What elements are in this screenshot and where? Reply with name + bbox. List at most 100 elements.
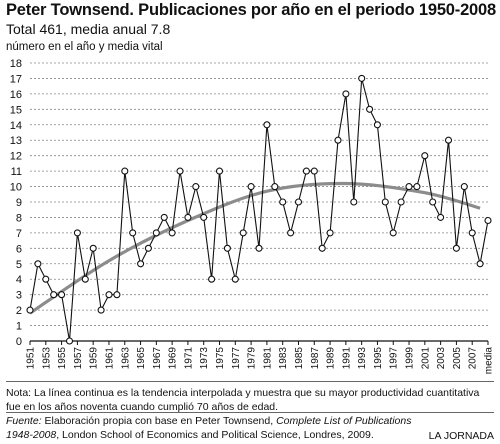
data-point xyxy=(239,229,247,237)
source-part-1: Elaboración propia con base en Peter Tow… xyxy=(41,415,277,427)
data-point xyxy=(468,229,476,237)
data-point xyxy=(310,167,318,175)
x-tick-label: 1965 xyxy=(136,347,147,370)
x-tick-label: 1951 xyxy=(26,347,37,370)
data-point xyxy=(334,136,342,144)
data-point xyxy=(437,213,445,221)
data-point xyxy=(208,275,216,283)
data-point xyxy=(34,260,42,268)
data-point xyxy=(271,183,279,191)
x-tick-label: 1969 xyxy=(168,347,179,370)
y-tick-label: 3 xyxy=(16,290,22,302)
data-point xyxy=(476,260,484,268)
x-tick-label: 2001 xyxy=(420,347,431,370)
data-point xyxy=(137,260,145,268)
data-point xyxy=(58,291,66,299)
divider-bottom xyxy=(6,412,494,413)
trend-line xyxy=(29,181,481,315)
data-points xyxy=(26,74,492,345)
x-tick-label: 1987 xyxy=(310,347,321,370)
data-point xyxy=(129,229,137,237)
data-point xyxy=(121,167,129,175)
data-point xyxy=(113,291,121,299)
data-point xyxy=(358,74,366,82)
data-point xyxy=(263,121,271,129)
source-reference-2: 1948-2008 xyxy=(6,428,57,441)
y-tick-label: 8 xyxy=(16,212,22,224)
data-point xyxy=(294,198,303,206)
x-tick-label: 1967 xyxy=(152,347,163,370)
data-point xyxy=(452,244,460,252)
x-tick-label: 1985 xyxy=(294,347,305,370)
chart-title: Peter Townsend. Publicaciones por año en… xyxy=(6,1,496,19)
x-tick-label: 1959 xyxy=(89,347,100,370)
data-point xyxy=(350,198,358,206)
x-tick-label: 2007 xyxy=(468,347,479,370)
line-chart: número en el año y media vital 012345678… xyxy=(6,41,495,375)
data-point xyxy=(184,213,192,221)
x-tick-label: 1961 xyxy=(104,347,115,370)
y-tick-label: 14 xyxy=(10,120,22,132)
x-tick-label: 1979 xyxy=(247,347,258,370)
data-point xyxy=(223,244,231,252)
y-tick-label: 16 xyxy=(10,89,22,101)
x-tick-label: 1997 xyxy=(389,347,400,370)
series-line xyxy=(29,77,489,342)
data-point xyxy=(42,275,50,283)
y-tick-label: 18 xyxy=(10,58,22,70)
divider-top xyxy=(6,381,494,382)
x-tick-label: 1973 xyxy=(199,347,210,370)
x-tick-label: 1989 xyxy=(326,347,337,370)
data-point xyxy=(326,229,334,237)
data-point xyxy=(421,152,429,160)
x-tick-label: 1955 xyxy=(57,347,68,370)
data-point xyxy=(287,229,295,237)
data-point xyxy=(231,275,239,283)
y-tick-label: 2 xyxy=(16,305,22,317)
source-label: Fuente: xyxy=(6,415,42,427)
x-tick-label: 2005 xyxy=(452,347,463,370)
x-tick-label: 1999 xyxy=(405,347,416,370)
x-tick-label: 1977 xyxy=(231,347,242,370)
x-tick-label: 1957 xyxy=(73,347,84,370)
data-point xyxy=(397,198,405,206)
x-tick-label: 1963 xyxy=(120,347,131,370)
data-point xyxy=(73,229,81,237)
y-tick-label: 10 xyxy=(10,182,22,194)
source-text: Fuente: Elaboración propia con base en P… xyxy=(6,415,426,442)
data-point xyxy=(405,183,413,191)
y-tick-label: 12 xyxy=(10,151,22,163)
data-point xyxy=(373,121,381,129)
x-tick-label: 1991 xyxy=(341,347,352,370)
y-tick-label: 7 xyxy=(16,228,22,240)
x-tick-label: 1953 xyxy=(41,347,52,370)
data-point xyxy=(105,291,113,299)
x-tick-label: 2003 xyxy=(436,347,447,370)
data-point xyxy=(484,216,492,225)
data-point xyxy=(152,229,160,237)
y-tick-label: 15 xyxy=(10,104,22,116)
x-tick-label: media xyxy=(484,347,495,375)
source-reference-1: Complete List of Publications xyxy=(276,415,412,427)
data-point xyxy=(160,213,168,221)
y-tick-label: 13 xyxy=(10,135,22,147)
x-tick-label: 1993 xyxy=(357,347,368,370)
data-point xyxy=(89,244,97,252)
data-point xyxy=(255,244,263,252)
y-tick-label: 5 xyxy=(16,259,22,271)
data-point xyxy=(26,306,34,314)
x-tick-label: 1975 xyxy=(215,347,226,370)
data-point xyxy=(429,198,437,206)
data-point xyxy=(81,275,89,283)
x-tick-label: 1995 xyxy=(373,347,384,370)
publisher-credit: LA JORNADA xyxy=(428,430,494,442)
y-axis-label: número en el año y media vital xyxy=(6,41,163,53)
data-point xyxy=(381,198,389,206)
data-point xyxy=(176,167,184,175)
data-point xyxy=(302,167,310,175)
data-point xyxy=(460,183,468,191)
data-point xyxy=(65,337,74,345)
data-point xyxy=(144,244,152,252)
data-point xyxy=(200,213,208,221)
